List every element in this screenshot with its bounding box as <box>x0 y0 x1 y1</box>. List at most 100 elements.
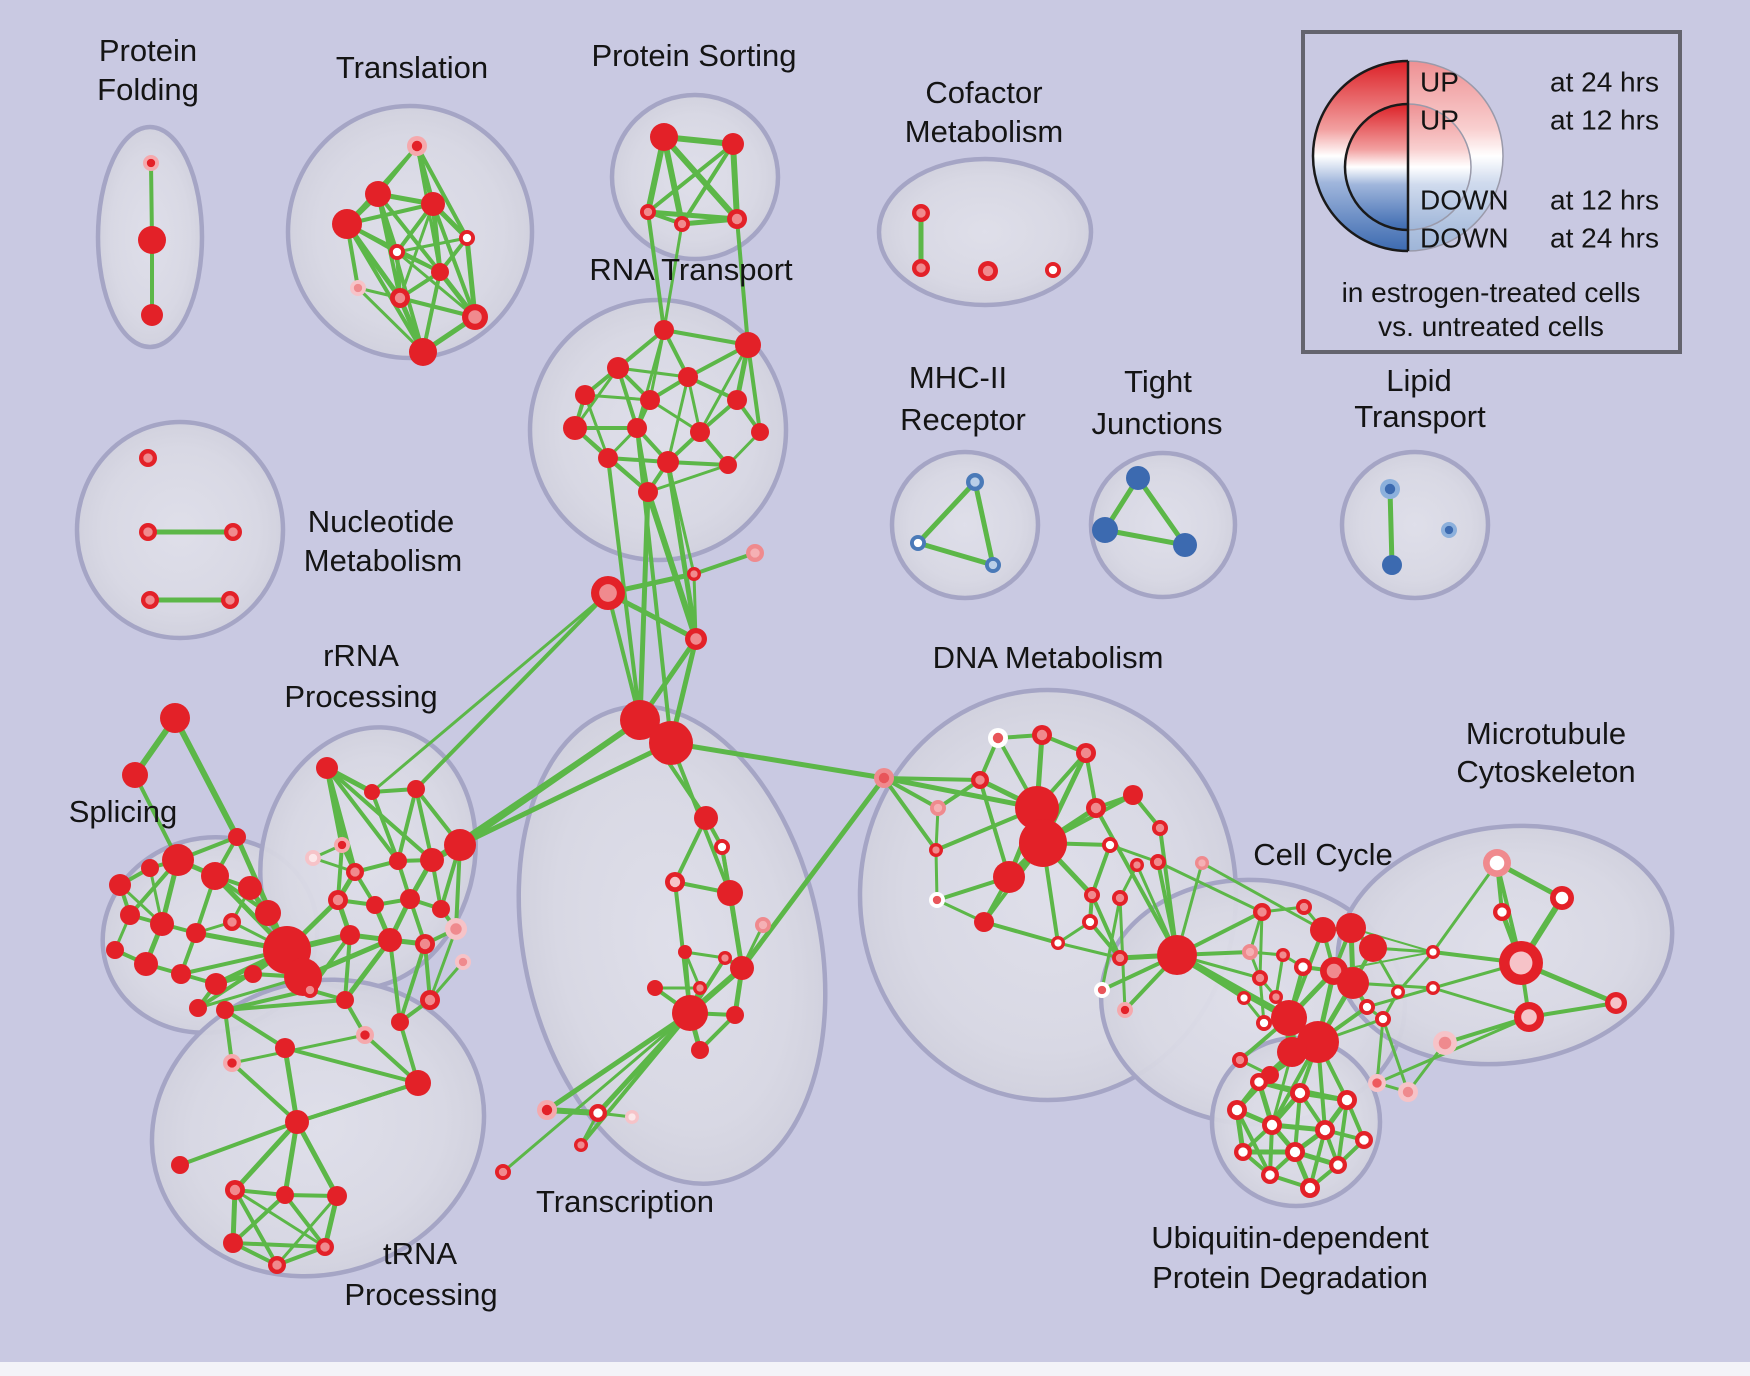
network-edge <box>282 1045 300 1125</box>
network-edge <box>661 134 685 227</box>
network-node <box>678 945 692 959</box>
network-edge <box>428 927 458 1002</box>
network-node <box>640 390 660 410</box>
network-node <box>106 941 124 959</box>
network-node <box>365 181 391 207</box>
network-edge <box>294 1119 340 1199</box>
network-node <box>1294 958 1312 976</box>
network-edge <box>275 1194 339 1267</box>
network-edge <box>1158 826 1179 957</box>
network-node <box>719 456 737 474</box>
network-node <box>1092 517 1118 543</box>
network-node <box>1483 849 1511 877</box>
network-edge <box>1431 986 1531 1019</box>
network-edge <box>680 142 735 226</box>
cluster-label-microtubule-cytoskeleton: Cytoskeleton <box>1456 754 1635 789</box>
network-edge <box>232 1119 300 1193</box>
network-edge <box>457 740 674 848</box>
network-node <box>328 890 348 910</box>
network-node <box>225 1180 245 1200</box>
legend-outer-left-arc <box>1311 59 1409 253</box>
network-edge <box>1090 843 1112 897</box>
network-node <box>366 896 384 914</box>
network-edge <box>635 426 673 745</box>
network-node <box>978 261 998 281</box>
network-edge <box>972 479 996 568</box>
cluster-label-rrna-processing: rRNA <box>323 638 399 673</box>
network-edge <box>178 1120 299 1167</box>
cluster-ellipse-cofactor-metabolism <box>876 156 1094 308</box>
network-node <box>1398 1082 1418 1102</box>
network-node <box>1368 1074 1386 1092</box>
network-node <box>1112 950 1128 966</box>
network-node <box>718 951 732 965</box>
network-node <box>1261 1166 1279 1184</box>
network-edge <box>730 141 740 222</box>
network-node <box>674 216 690 232</box>
network-node <box>1315 1120 1335 1140</box>
network-node <box>1359 934 1387 962</box>
network-node <box>305 850 321 866</box>
network-edge <box>431 202 477 319</box>
legend: UP at 24 hrs UP at 12 hrs DOWN at 12 hrs DOWN a… <box>1301 30 1682 354</box>
network-edge <box>698 343 750 434</box>
network-node <box>1277 1037 1307 1067</box>
legend-inner-left-arc <box>1343 102 1409 232</box>
network-edge <box>1135 475 1188 548</box>
network-edge <box>934 848 939 902</box>
network-node <box>714 839 730 855</box>
network-node <box>912 259 930 277</box>
network-edge <box>415 144 469 240</box>
network-node <box>1094 982 1110 998</box>
network-edge <box>457 717 643 848</box>
network-node <box>751 423 769 441</box>
network-edge <box>662 222 684 332</box>
network-node <box>657 451 679 473</box>
network-edge <box>915 540 996 568</box>
cluster-label-lipid-transport: Transport <box>1354 399 1486 434</box>
cluster-label-cofactor-metabolism: Cofactor <box>925 75 1042 110</box>
network-edge <box>345 222 425 354</box>
legend-time-label: at 12 hrs <box>1550 104 1659 135</box>
network-node <box>455 954 471 970</box>
network-node <box>445 918 467 940</box>
network-edge <box>616 366 690 379</box>
network-edge <box>1274 953 1285 999</box>
cluster-label-trna-processing: tRNA <box>383 1236 457 1271</box>
network-node <box>364 784 380 800</box>
network-edge <box>396 787 418 863</box>
network-node <box>1152 820 1168 836</box>
network-node <box>563 416 587 440</box>
network-node <box>389 244 405 260</box>
network-edge <box>1102 527 1188 548</box>
cluster-label-ubiquitin-degradation: Protein Degradation <box>1152 1260 1428 1295</box>
cluster-label-translation: Translation <box>336 50 488 85</box>
cluster-label-rna-transport: RNA Transport <box>589 252 793 287</box>
network-edge <box>1387 486 1395 568</box>
network-node <box>189 999 207 1017</box>
network-edge <box>583 393 652 402</box>
network-edge <box>464 235 478 320</box>
network-edge <box>356 286 425 354</box>
network-node <box>1076 743 1096 763</box>
network-node <box>727 209 747 229</box>
network-edge <box>342 937 393 1003</box>
network-node <box>654 320 674 340</box>
cluster-label-protein-folding: Folding <box>97 72 199 107</box>
network-edge <box>282 1119 300 1198</box>
network-edge <box>223 1008 287 1050</box>
network-node <box>574 1138 588 1152</box>
network-node <box>589 1104 607 1122</box>
cluster-label-rrna-processing: Processing <box>284 679 437 714</box>
network-node <box>1102 837 1118 853</box>
network-node <box>171 1156 189 1174</box>
network-node <box>409 338 437 366</box>
network-node <box>971 771 989 789</box>
network-node <box>1336 913 1366 943</box>
legend-time-label: at 12 hrs <box>1550 184 1659 215</box>
legend-outer-right-arc <box>1407 60 1504 252</box>
network-node <box>238 876 262 900</box>
network-edge <box>692 551 757 576</box>
network-node <box>1045 262 1061 278</box>
